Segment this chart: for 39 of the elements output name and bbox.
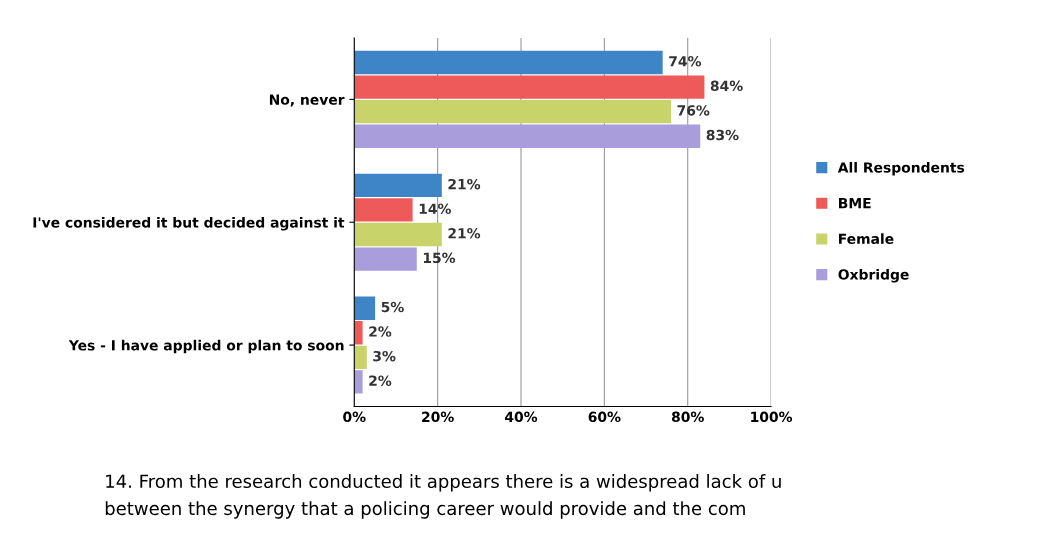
text: between the synergy that a policing career would provide and the com <box>105 501 745 519</box>
data-label: 83% <box>706 129 739 141</box>
data-label: 14% <box>419 203 451 214</box>
bar <box>354 247 417 271</box>
bar <box>354 50 663 75</box>
data-label: 2% <box>369 375 392 386</box>
bar <box>354 222 442 247</box>
x-tick-label: 0% <box>343 411 366 423</box>
bar <box>354 173 442 198</box>
x-tick-label: 80% <box>671 411 704 423</box>
bar <box>354 99 672 124</box>
data-label: 21% <box>448 178 481 190</box>
data-label: 15% <box>423 252 456 264</box>
x-tick-label: 60% <box>588 411 621 423</box>
text: 14. From the research conducted it appears there is a widespread lack of u <box>106 474 781 492</box>
data-label: 5% <box>381 301 404 313</box>
data-label: 74% <box>669 56 702 67</box>
x-tick-label: 40% <box>505 411 538 423</box>
data-label: 21% <box>448 228 481 239</box>
bar <box>354 198 413 222</box>
legend-label: BME <box>839 198 871 209</box>
legend-label: Oxbridge <box>838 268 909 283</box>
y-tick-label: I've considered it but decided against it <box>33 216 345 231</box>
bar <box>354 345 367 370</box>
data-label: 84% <box>710 80 743 92</box>
bar <box>354 321 363 345</box>
data-label: 2% <box>369 326 392 337</box>
bar <box>354 75 705 99</box>
x-tick-label: 20% <box>422 411 454 423</box>
legend-label: Female <box>839 233 894 245</box>
y-tick-label: No, never <box>269 94 345 107</box>
x-tick-label: 100% <box>751 411 793 423</box>
bar <box>354 370 363 394</box>
data-label: 76% <box>677 105 710 116</box>
bar <box>354 124 701 148</box>
y-tick-label: Yes - I have applied or plan to soon <box>68 339 344 354</box>
legend-label: All Respondents <box>837 161 965 176</box>
data-label: 3% <box>373 350 396 362</box>
bar <box>354 296 376 320</box>
